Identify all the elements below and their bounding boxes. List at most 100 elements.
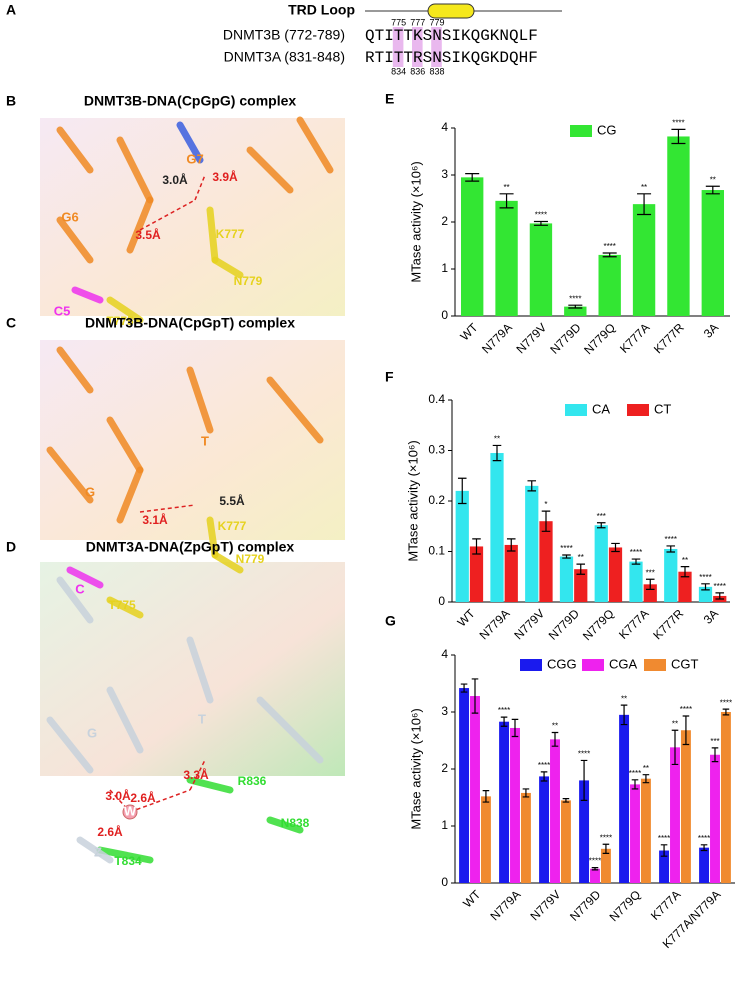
structure-annotation: 2.6Å [97, 824, 123, 839]
structure-annotation: N779 [234, 274, 263, 288]
bar [664, 548, 678, 602]
structure-annotation: G6 [61, 209, 78, 224]
bar [680, 730, 691, 883]
bar [579, 780, 590, 883]
error-bar [540, 771, 548, 782]
x-tick-label: K777R [650, 606, 686, 642]
stick [56, 576, 94, 624]
structure-annotation: T834 [114, 854, 142, 868]
stick [56, 126, 94, 174]
error-bar [460, 683, 468, 693]
error-bar [705, 185, 720, 195]
stick [186, 636, 214, 704]
significance: **** [665, 535, 677, 544]
error-bar [499, 193, 514, 209]
error-bar [562, 798, 570, 803]
stick [266, 816, 304, 834]
panel-label: C [6, 315, 16, 331]
stick [186, 776, 234, 794]
stick [246, 146, 294, 194]
x-tick-label: WT [457, 320, 481, 344]
residue-number: 777 [410, 17, 425, 27]
residue-number: 834 [391, 66, 406, 76]
stick [296, 116, 334, 174]
x-tick-label: N779V [511, 606, 547, 642]
bar [459, 688, 470, 883]
error-bar [671, 128, 686, 145]
x-tick-label: N779Q [580, 606, 617, 643]
error-bar [576, 563, 586, 575]
significance: **** [629, 769, 641, 778]
x-tick-label: N779A [477, 606, 513, 642]
bar [701, 190, 724, 316]
bar [659, 850, 670, 883]
bar [608, 547, 623, 602]
significance: **** [600, 833, 612, 842]
significance: ** [672, 719, 678, 728]
bar [495, 200, 518, 316]
stick [126, 196, 154, 254]
panel-label: B [6, 93, 16, 109]
x-tick-label: K777A [617, 320, 652, 355]
protein-name: DNMT3A (831-848) [224, 49, 345, 65]
structure-annotation: 3.1Å [142, 512, 168, 527]
significance: **** [698, 834, 710, 843]
stick [206, 516, 219, 559]
bar [598, 254, 621, 316]
x-tick-label: N779D [567, 887, 604, 924]
hbond [129, 789, 191, 813]
significance: **** [658, 834, 670, 843]
significance: ** [552, 722, 558, 731]
hbond [194, 174, 206, 201]
stick [106, 416, 144, 474]
error-bar [568, 304, 583, 309]
bar [678, 571, 692, 602]
y-tick-label: 0 [441, 308, 448, 322]
y-tick-label: 3 [441, 167, 448, 181]
error-bar [631, 558, 641, 565]
residue-highlight [431, 27, 442, 67]
significance: **** [720, 698, 732, 707]
significance: **** [589, 857, 601, 866]
significance: ** [641, 183, 647, 192]
structure-annotation: T775 [108, 598, 136, 612]
structure-annotation: 3.0Å [105, 788, 131, 803]
structure-image [40, 562, 345, 776]
water [122, 804, 138, 820]
stick [56, 216, 94, 264]
structure-annotation: 3.5Å [135, 227, 161, 242]
y-tick-label: 4 [441, 647, 448, 661]
bar [539, 521, 553, 602]
bar [525, 485, 539, 602]
bar [564, 306, 587, 316]
significance: *** [710, 737, 719, 746]
x-tick-label: N779D [546, 606, 583, 643]
significance: **** [714, 582, 726, 591]
structure-annotation: 3.0Å [162, 172, 188, 187]
error-bar [506, 538, 516, 552]
stick [106, 296, 144, 324]
error-bar [562, 554, 571, 559]
bar [469, 546, 484, 602]
bar [480, 796, 491, 883]
error-bar [457, 477, 467, 505]
bar [529, 223, 553, 316]
structure-annotation: Z [94, 844, 102, 859]
significance: ** [682, 556, 688, 565]
structure-title: DNMT3B-DNA(CpGpG) complex [84, 93, 297, 109]
sequence: RTITTRSNSIKQGKDQHF [365, 49, 538, 67]
stick [96, 846, 154, 864]
error-bar [645, 578, 655, 590]
bar [574, 569, 588, 602]
structure-annotation: C5 [54, 303, 71, 318]
significance: * [544, 500, 547, 509]
bar [710, 754, 720, 883]
bar [470, 696, 480, 883]
y-tick-label: 1 [441, 818, 448, 832]
significance: **** [672, 119, 684, 128]
bar [550, 739, 560, 883]
x-tick-label: N779A [479, 320, 515, 356]
error-bar [472, 538, 481, 555]
panel-label: A [6, 2, 16, 18]
